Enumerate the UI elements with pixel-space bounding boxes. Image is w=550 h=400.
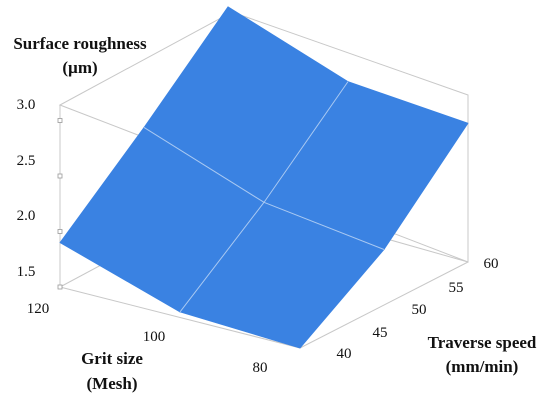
z-tick-mark: [57, 284, 63, 290]
surface-mesh-line: [143, 127, 385, 250]
y-axis-title-line1: Traverse speed: [428, 333, 537, 352]
y-tick-label: 60: [484, 256, 499, 272]
y-axis-title-line2: (mm/min): [446, 357, 519, 376]
response-surface: [59, 6, 469, 349]
x-tick-label: 100: [143, 329, 166, 345]
z-tick-mark: [57, 118, 63, 123]
y-tick-label: 55: [449, 280, 464, 296]
x-axis-title-line1: Grit size: [81, 349, 143, 368]
z-tick-mark: [57, 173, 63, 179]
z-tick-mark: [57, 229, 63, 234]
x-tick-label: 80: [253, 360, 268, 376]
y-tick-label: 40: [337, 346, 352, 362]
z-tick-label: 2.5: [17, 153, 36, 169]
y-tick-label: 50: [412, 302, 427, 318]
z-tick-label: 3.0: [17, 97, 36, 113]
floor-edge-grit: [59, 286, 301, 349]
floor-edge-speed: [299, 261, 469, 349]
z-tick-marks: [57, 118, 63, 290]
z-axis-title-line1: Surface roughness: [13, 34, 147, 53]
z-axis-title-line2: (µm): [62, 58, 97, 77]
x-axis-title-line2: (Mesh): [87, 374, 138, 393]
z-tick-label: 1.5: [17, 264, 36, 280]
y-tick-label: 45: [373, 325, 388, 341]
x-tick-label: 120: [27, 301, 50, 317]
z-tick-label: 2.0: [17, 208, 36, 224]
